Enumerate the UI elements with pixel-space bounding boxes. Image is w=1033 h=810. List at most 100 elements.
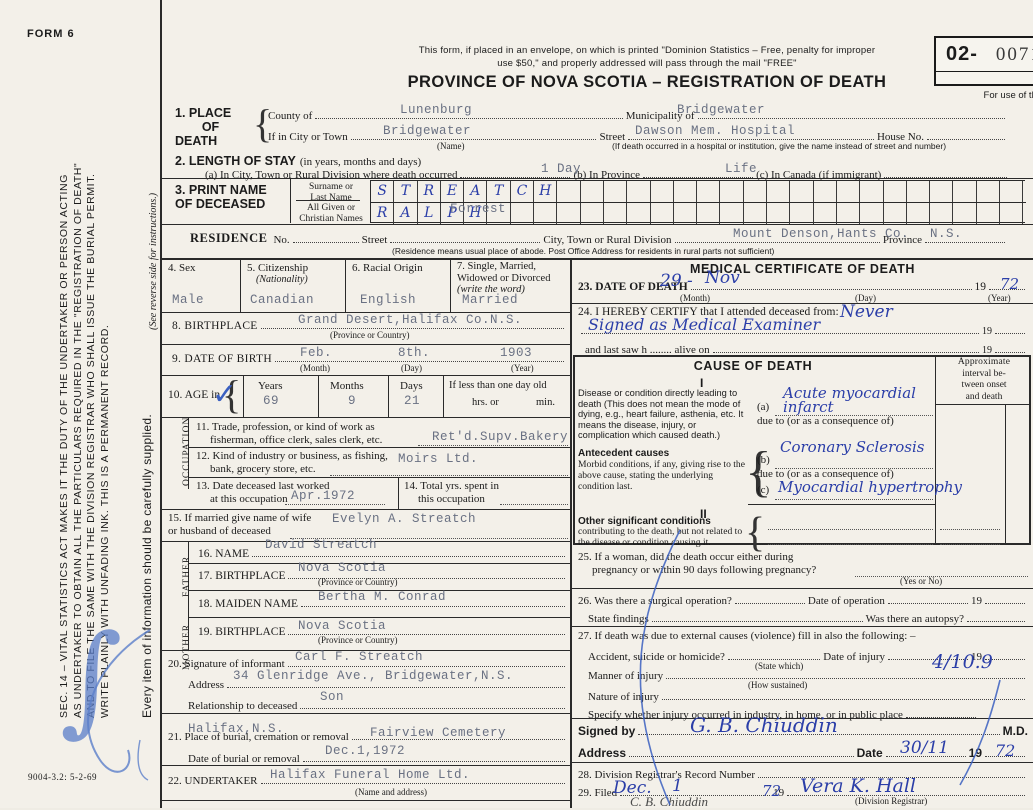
- item24-last-saw-row: and last saw h ........ alive on 19: [585, 341, 1028, 356]
- name-grid-cell[interactable]: [930, 181, 954, 202]
- name-grid-cell[interactable]: [907, 203, 931, 224]
- name-grid-cell[interactable]: [837, 181, 861, 202]
- form-body: This form, if placed in an envelope, on …: [160, 0, 1033, 808]
- name-grid-cell[interactable]: R: [371, 203, 395, 224]
- name-grid-cell[interactable]: [651, 181, 674, 202]
- name-grid-cell[interactable]: [767, 181, 791, 202]
- item15-value: Evelyn A. Streatch: [332, 512, 477, 526]
- name-grid-cell[interactable]: [604, 181, 628, 202]
- name-grid-cell[interactable]: [511, 203, 535, 224]
- name-grid-cell[interactable]: R: [418, 181, 441, 202]
- item13-label-line1: 13. Date deceased last worked: [196, 480, 330, 492]
- left-margin: FORM 6 SEC. 14 – VITAL STATISTICS ACT MA…: [0, 0, 160, 808]
- signed-by-row: Signed by M.D.: [578, 723, 1028, 738]
- name-grid-cell[interactable]: [977, 203, 1001, 224]
- item17-label: 17. BIRTHPLACE: [198, 570, 286, 582]
- name-grid-cell[interactable]: [674, 181, 698, 202]
- name-grid-cell[interactable]: [790, 181, 814, 202]
- name-grid-cell[interactable]: [744, 181, 768, 202]
- approx-interval-header: Approximate interval be- tween onset and…: [957, 357, 1011, 402]
- name-grid-cell[interactable]: [930, 203, 954, 224]
- name-grid-letter: L: [424, 205, 434, 221]
- item8-row: 8. BIRTHPLACE: [172, 317, 567, 332]
- name-grid-cell[interactable]: [581, 203, 604, 224]
- item6-value: English: [360, 293, 417, 307]
- name-grid-cell[interactable]: E: [441, 181, 465, 202]
- name-grid-cell[interactable]: [814, 203, 837, 224]
- name-grid-cell[interactable]: [907, 181, 931, 202]
- name-grid-cell[interactable]: [977, 181, 1001, 202]
- name-grid-cell[interactable]: [627, 203, 651, 224]
- name-grid-cell[interactable]: [860, 181, 884, 202]
- item2-label-row: 2. LENGTH OF STAY (in years, months and …: [175, 152, 421, 170]
- name-grid-cell[interactable]: [1000, 203, 1024, 224]
- name-grid-cell[interactable]: [860, 203, 884, 224]
- item24-year1: 19: [982, 326, 992, 337]
- name-grid-cell[interactable]: A: [464, 181, 488, 202]
- name-grid-cell[interactable]: [557, 203, 581, 224]
- name-grid-cell[interactable]: [697, 181, 721, 202]
- department-use-note: For use of the Department only: [983, 90, 1033, 101]
- item23-row: 23. DATE OF DEATH 19: [578, 278, 1028, 293]
- name-grid-cell[interactable]: P: [441, 203, 465, 224]
- name-grid-cell[interactable]: S: [371, 181, 395, 202]
- name-grid-cell[interactable]: [487, 203, 511, 224]
- residence-no-label: No.: [273, 234, 290, 246]
- name-grid-cell[interactable]: [674, 203, 698, 224]
- item2b-value: Life: [725, 162, 758, 176]
- name-grid-cell[interactable]: [604, 203, 628, 224]
- name-grid-cell[interactable]: [1000, 181, 1024, 202]
- item9-year: 1903: [500, 346, 533, 360]
- name-grid-cell[interactable]: [1023, 203, 1033, 224]
- form-label: FORM 6: [27, 28, 75, 40]
- name-grid-cell[interactable]: [557, 181, 581, 202]
- item10-hrs-label: hrs. or: [472, 397, 499, 408]
- item20-address-label: Address: [188, 679, 225, 691]
- item3-label-line1: 3. PRINT NAME: [175, 183, 267, 197]
- name-grid-cell[interactable]: [953, 181, 977, 202]
- divider: [1005, 404, 1006, 543]
- name-grid-cell[interactable]: [953, 203, 977, 224]
- name-grid-cell[interactable]: T: [394, 181, 418, 202]
- name-grid-cell[interactable]: H: [534, 181, 558, 202]
- name-grid-cell[interactable]: [814, 181, 837, 202]
- name-grid-cell[interactable]: [720, 203, 744, 224]
- item9-month: Feb.: [300, 346, 333, 360]
- city-value: Bridgewater: [383, 124, 472, 138]
- divider: [160, 258, 1033, 260]
- name-grid-cell[interactable]: [534, 203, 558, 224]
- antecedent-title: Antecedent causes: [578, 448, 670, 459]
- item24-note: Never: [840, 302, 893, 322]
- name-grid-cell[interactable]: [581, 181, 604, 202]
- name-grid-cell[interactable]: [651, 203, 674, 224]
- divider: [188, 417, 189, 489]
- name-grid-cell[interactable]: L: [418, 203, 441, 224]
- item22-label: 22. UNDERTAKER: [168, 775, 258, 787]
- cause-a-key: (a): [757, 401, 770, 413]
- name-grid-cell[interactable]: [697, 203, 721, 224]
- name-grid-cell[interactable]: [884, 203, 907, 224]
- section-II-label: II: [700, 507, 707, 521]
- divider: [160, 509, 570, 510]
- name-grid-cell[interactable]: [1023, 181, 1033, 202]
- envelope-note: This form, if placed in an envelope, on …: [377, 44, 917, 70]
- name-grid-cell[interactable]: [720, 181, 744, 202]
- name-grid-cell[interactable]: T: [487, 181, 511, 202]
- divider: [188, 590, 189, 650]
- item16-value: David Streatch: [265, 538, 378, 552]
- name-grid-cell[interactable]: [627, 181, 651, 202]
- name-grid-cell[interactable]: C: [511, 181, 535, 202]
- name-grid-cell[interactable]: [884, 181, 907, 202]
- name-grid-cell[interactable]: [790, 203, 814, 224]
- name-grid-cell[interactable]: [767, 203, 791, 224]
- other-conditions-title: Other significant conditions: [578, 516, 711, 527]
- name-grid-cell[interactable]: A: [394, 203, 418, 224]
- name-grid-cell[interactable]: [837, 203, 861, 224]
- name-grid-cell[interactable]: [744, 203, 768, 224]
- name-grid-letter: R: [423, 183, 435, 199]
- item15-label-line1: 15. If married give name of wife: [168, 512, 312, 524]
- name-grid-cell[interactable]: H: [464, 203, 488, 224]
